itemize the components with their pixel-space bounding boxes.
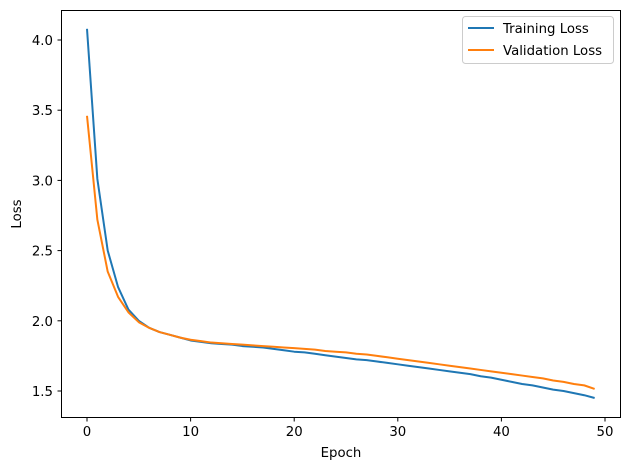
y-tick-label: 3.0 [32, 174, 53, 189]
legend: Training Loss Validation Loss [462, 16, 614, 64]
plot-lines [86, 28, 595, 399]
x-tick-label: 40 [493, 425, 510, 440]
y-tick-label: 2.5 [32, 245, 53, 260]
x-axis-label: Epoch [321, 446, 362, 461]
x-tick-label: 10 [182, 425, 199, 440]
axes-frame [61, 10, 621, 418]
x-tick-label: 50 [597, 425, 614, 440]
y-tick-label: 1.5 [32, 385, 53, 400]
y-tick-label: 2.0 [32, 315, 53, 330]
legend-box [462, 16, 614, 64]
legend-training-label: Training Loss [502, 22, 589, 37]
x-tick-label: 20 [286, 425, 303, 440]
validation-loss-line [86, 115, 595, 390]
y-tick-label: 4.0 [32, 34, 53, 49]
x-tick-label: 0 [83, 425, 91, 440]
x-axis-ticks: 0 10 20 30 40 50 [83, 417, 614, 440]
y-tick-label: 3.5 [32, 104, 53, 119]
legend-validation-label: Validation Loss [503, 44, 602, 59]
y-axis-label: Loss [10, 199, 25, 228]
x-tick-label: 30 [389, 425, 406, 440]
y-axis-ticks: 1.5 2.0 2.5 3.0 3.5 4.0 [32, 34, 62, 400]
